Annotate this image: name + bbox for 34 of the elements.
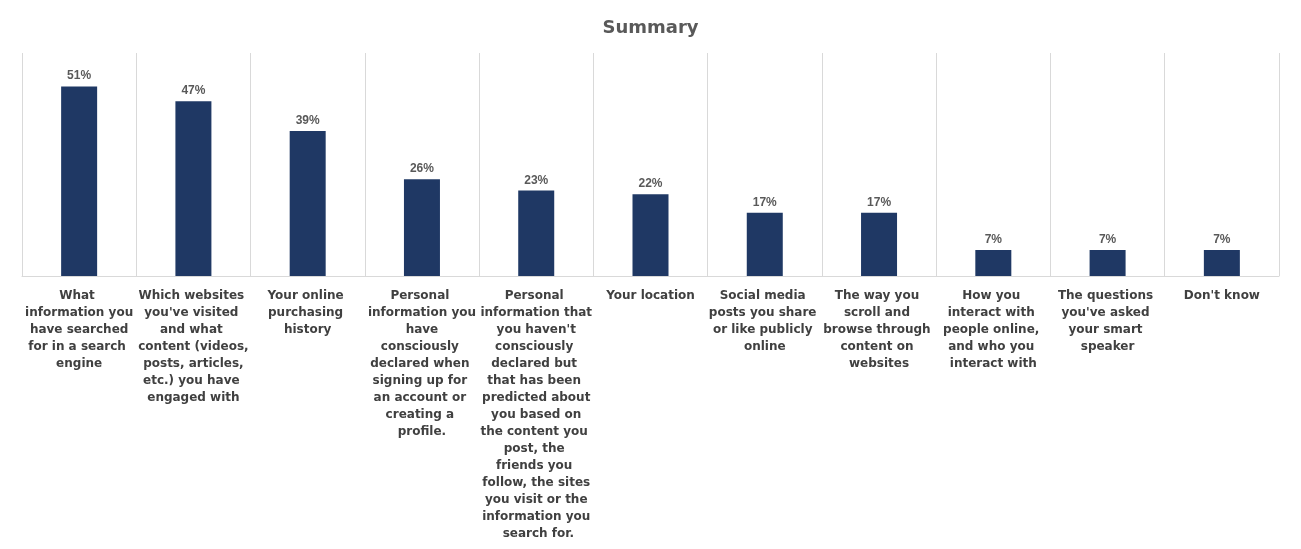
bar — [975, 249, 1012, 276]
data-label: 7% — [1098, 231, 1117, 246]
data-label: 51% — [67, 68, 92, 83]
bar — [175, 101, 212, 276]
category-label: Personal information that you haven't consciously declared but that has been predicted about you based on the content you post, the friends you follow, the sites you visit or the information you search for. — [480, 287, 593, 540]
x-tick-label: The way you scroll and browse through content on websites — [823, 287, 935, 370]
data-label: 17% — [752, 194, 778, 209]
data-label: 23% — [524, 172, 549, 187]
bar — [289, 131, 326, 276]
x-tick-label: Social media posts you share or like publicly online — [708, 287, 821, 353]
bar — [632, 194, 669, 276]
bar — [518, 190, 555, 276]
x-tick-label: The questions you've asked your smart speaker — [1057, 287, 1158, 353]
data-label: 47% — [181, 83, 206, 98]
data-label: 22% — [638, 176, 663, 191]
bar — [746, 212, 783, 276]
data-label: 7% — [1213, 231, 1231, 246]
x-tick-label: Don't know — [1183, 287, 1260, 302]
category-label: Personal information you have consciously declared when signing up for an account or creating a profile. — [367, 287, 476, 438]
data-label: 26% — [409, 161, 435, 176]
x-tick-label: What information you have searched for in a search engine — [25, 287, 134, 370]
x-tick-label: Which websites you've visited and what content (videos, posts, articles, etc.) you have engaged with — [138, 287, 249, 404]
bar — [861, 212, 898, 276]
x-tick-label: How you interact with people online, and who you interact with — [943, 287, 1044, 370]
chart-title: Summary — [602, 15, 699, 37]
bar — [1203, 249, 1240, 276]
x-tick-label: Your location — [605, 287, 695, 302]
bar — [403, 179, 440, 276]
bar — [61, 86, 98, 276]
data-label: 39% — [295, 113, 321, 128]
x-tick-label: Your online purchasing history — [266, 287, 348, 336]
bar — [1089, 249, 1126, 276]
data-label: 17% — [867, 194, 892, 209]
data-label: 7% — [984, 231, 1003, 246]
